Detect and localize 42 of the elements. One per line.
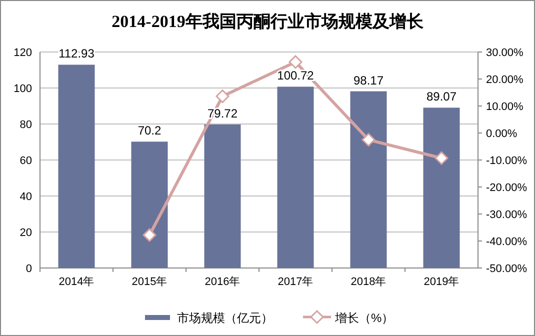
bar	[204, 124, 241, 268]
y-tick-label: 80	[20, 119, 32, 131]
bar	[350, 91, 387, 268]
x-tick-label: 2018年	[350, 276, 386, 288]
x-tick-label: 2017年	[278, 276, 314, 288]
data-label: 112.93	[58, 46, 95, 61]
y2-tick-label: -50.00%	[486, 263, 528, 275]
point	[216, 90, 230, 104]
x-tick-label: 2015年	[132, 276, 168, 288]
point	[362, 133, 376, 146]
y2-tick-label: -30.00%	[486, 209, 528, 221]
data-label: 98.17	[353, 73, 384, 88]
y2-tick-label: -40.00%	[486, 236, 528, 248]
y2-tick-label: 20.00%	[486, 74, 524, 86]
bar	[277, 86, 314, 268]
y2-tick-label: 0.00%	[486, 128, 518, 140]
legend-label: 市场规模（亿元）	[177, 311, 273, 325]
point	[434, 151, 448, 165]
data-label: 89.07	[426, 90, 457, 104]
y-tick-label: 60	[20, 155, 32, 167]
y2-tick-label: -20.00%	[486, 182, 528, 194]
legend-label: 增长（%）	[334, 311, 394, 325]
data-label: 70.2	[138, 124, 162, 138]
y-tick-label: 100	[14, 83, 32, 95]
y2-tick-label: 10.00%	[486, 101, 524, 113]
bar	[423, 108, 460, 268]
x-tick-label: 2019年	[424, 276, 460, 288]
bar	[58, 64, 95, 268]
y2-tick-label: 30.00%	[486, 47, 524, 59]
chart-title: 2014-2019年我国丙酮行业市场规模及增长	[112, 12, 424, 31]
point	[142, 228, 156, 242]
point	[288, 55, 302, 69]
bar	[131, 142, 168, 268]
y-tick-label: 120	[14, 47, 32, 59]
data-label: 79.72	[207, 106, 238, 121]
x-tick-label: 2014年	[58, 276, 94, 288]
data-label: 100.72	[277, 68, 314, 83]
y-tick-label: 0	[26, 263, 32, 275]
y-tick-label: 40	[20, 191, 32, 203]
y2-tick-label: -10.00%	[486, 155, 528, 167]
y-tick-label: 20	[20, 227, 32, 239]
x-tick-label: 2016年	[204, 276, 240, 288]
